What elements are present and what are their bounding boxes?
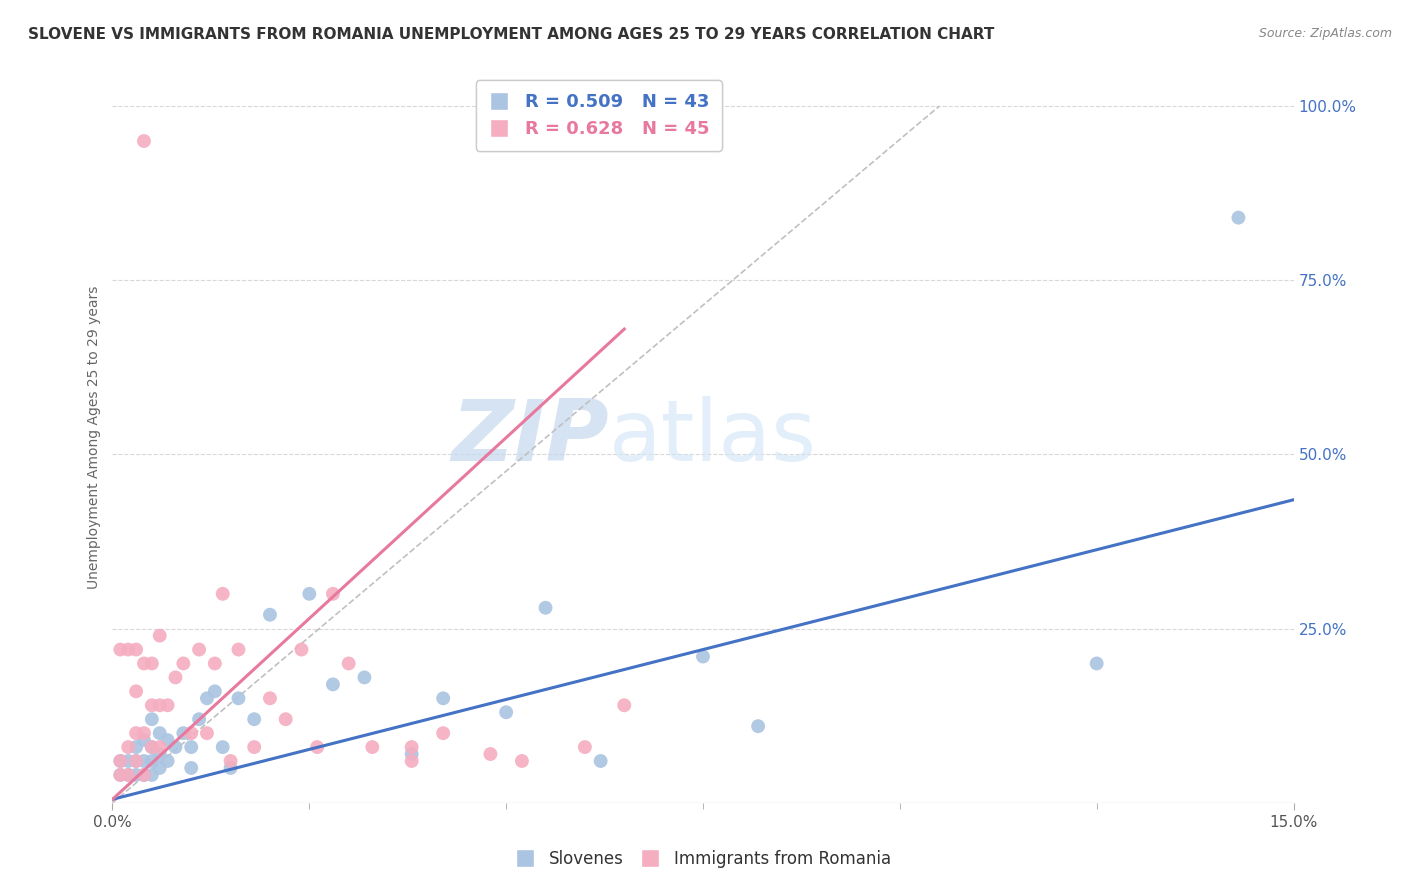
Text: ZIP: ZIP xyxy=(451,395,609,479)
Point xyxy=(180,726,202,740)
Point xyxy=(219,754,242,768)
Point xyxy=(141,740,163,755)
Point xyxy=(141,657,163,671)
Point xyxy=(141,754,163,768)
Point xyxy=(149,740,172,755)
Point xyxy=(188,642,211,657)
Point xyxy=(141,698,163,713)
Point xyxy=(132,768,155,782)
Point xyxy=(132,134,155,148)
Text: atlas: atlas xyxy=(609,395,817,479)
Point xyxy=(307,740,329,755)
Point xyxy=(125,754,148,768)
Point xyxy=(692,649,714,664)
Point xyxy=(243,712,266,726)
Point xyxy=(361,740,384,755)
Point xyxy=(149,629,172,643)
Point xyxy=(495,705,517,719)
Point xyxy=(149,747,172,761)
Point xyxy=(141,712,163,726)
Point xyxy=(401,747,423,761)
Point xyxy=(479,747,502,761)
Point xyxy=(110,642,132,657)
Point xyxy=(117,754,139,768)
Point xyxy=(534,600,557,615)
Point xyxy=(172,726,194,740)
Point xyxy=(322,587,344,601)
Point xyxy=(204,657,226,671)
Point xyxy=(141,740,163,755)
Point xyxy=(156,698,179,713)
Point xyxy=(149,761,172,775)
Point xyxy=(337,657,360,671)
Point xyxy=(204,684,226,698)
Point xyxy=(195,726,218,740)
Point xyxy=(125,684,148,698)
Point xyxy=(132,768,155,782)
Point xyxy=(125,642,148,657)
Point xyxy=(510,754,533,768)
Point xyxy=(298,587,321,601)
Point xyxy=(574,740,596,755)
Point xyxy=(1227,211,1250,225)
Point xyxy=(117,768,139,782)
Point xyxy=(211,740,233,755)
Point xyxy=(117,768,139,782)
Point xyxy=(432,726,454,740)
Point xyxy=(110,768,132,782)
Point xyxy=(165,740,187,755)
Point xyxy=(149,726,172,740)
Point xyxy=(180,761,202,775)
Legend: R = 0.509   N = 43, R = 0.628   N = 45: R = 0.509 N = 43, R = 0.628 N = 45 xyxy=(475,80,721,151)
Point xyxy=(125,768,148,782)
Point xyxy=(195,691,218,706)
Point xyxy=(165,670,187,684)
Text: SLOVENE VS IMMIGRANTS FROM ROMANIA UNEMPLOYMENT AMONG AGES 25 TO 29 YEARS CORREL: SLOVENE VS IMMIGRANTS FROM ROMANIA UNEMP… xyxy=(28,27,994,42)
Point xyxy=(322,677,344,691)
Point xyxy=(125,754,148,768)
Point xyxy=(125,740,148,755)
Point xyxy=(243,740,266,755)
Point xyxy=(1085,657,1108,671)
Point xyxy=(141,768,163,782)
Point xyxy=(259,607,281,622)
Point xyxy=(156,754,179,768)
Point xyxy=(132,754,155,768)
Point xyxy=(228,642,250,657)
Point xyxy=(149,698,172,713)
Point xyxy=(747,719,769,733)
Point xyxy=(432,691,454,706)
Legend: Slovenes, Immigrants from Romania: Slovenes, Immigrants from Romania xyxy=(509,844,897,875)
Point xyxy=(353,670,375,684)
Point xyxy=(211,587,233,601)
Point xyxy=(117,740,139,755)
Point xyxy=(132,733,155,747)
Point xyxy=(228,691,250,706)
Point xyxy=(156,733,179,747)
Point xyxy=(117,642,139,657)
Point xyxy=(110,754,132,768)
Point xyxy=(110,768,132,782)
Point xyxy=(401,740,423,755)
Point xyxy=(613,698,636,713)
Point xyxy=(188,712,211,726)
Point xyxy=(401,754,423,768)
Point xyxy=(274,712,297,726)
Point xyxy=(219,761,242,775)
Text: Source: ZipAtlas.com: Source: ZipAtlas.com xyxy=(1258,27,1392,40)
Point xyxy=(259,691,281,706)
Point xyxy=(180,740,202,755)
Point xyxy=(172,657,194,671)
Point xyxy=(290,642,312,657)
Point xyxy=(132,657,155,671)
Point xyxy=(589,754,612,768)
Y-axis label: Unemployment Among Ages 25 to 29 years: Unemployment Among Ages 25 to 29 years xyxy=(87,285,101,589)
Point xyxy=(110,754,132,768)
Point xyxy=(132,726,155,740)
Point xyxy=(125,726,148,740)
